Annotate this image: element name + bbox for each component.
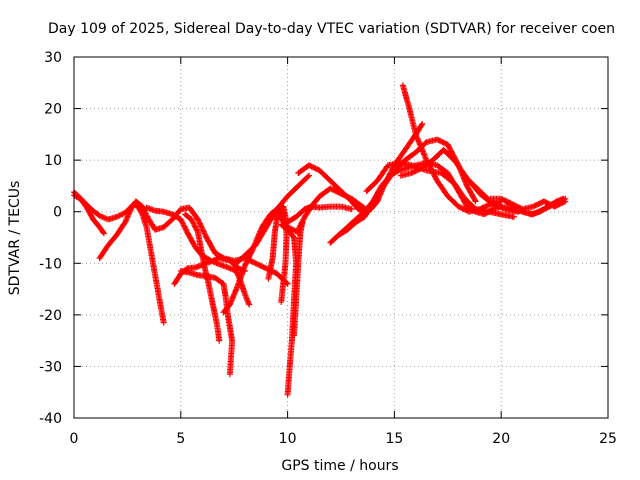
x-tick-label: 15 [385, 431, 403, 447]
y-tick-label: -30 [39, 359, 62, 375]
series-arc-19 [363, 159, 517, 220]
series-arc-23 [502, 195, 567, 218]
series-arc-6 [182, 211, 223, 344]
series-arc-14 [284, 203, 355, 225]
x-tick-label: 20 [492, 431, 510, 447]
x-tick-label: 0 [70, 431, 79, 447]
series-markers [182, 211, 223, 344]
y-tick-label: -20 [39, 308, 62, 324]
series-markers [363, 159, 517, 220]
y-tick-label: 30 [44, 50, 62, 66]
chart-title: Day 109 of 2025, Sidereal Day-to-day VTE… [48, 21, 615, 37]
data-series [71, 82, 569, 398]
series-arc-10 [265, 203, 290, 305]
series-arc-9 [233, 172, 312, 267]
y-tick-label: -40 [39, 411, 62, 427]
series-markers [284, 203, 355, 225]
y-tick-label: 20 [44, 102, 62, 118]
series-markers [233, 172, 312, 267]
x-tick-label: 25 [599, 431, 617, 447]
y-axis-label: SDTVAR / TECUs [7, 181, 23, 296]
x-tick-label: 5 [176, 431, 185, 447]
x-tick-label: 10 [279, 431, 297, 447]
axis-ticks: 0 5 10 15 20 25 -40 -30 -20 -10 0 10 20 30 [39, 50, 617, 447]
series-markers [265, 203, 290, 305]
plot-frame [73, 56, 609, 419]
y-tick-label: 0 [53, 205, 62, 221]
y-tick-label: -10 [39, 256, 62, 272]
x-axis-label: GPS time / hours [281, 458, 398, 474]
y-tick-label: 10 [44, 153, 62, 169]
